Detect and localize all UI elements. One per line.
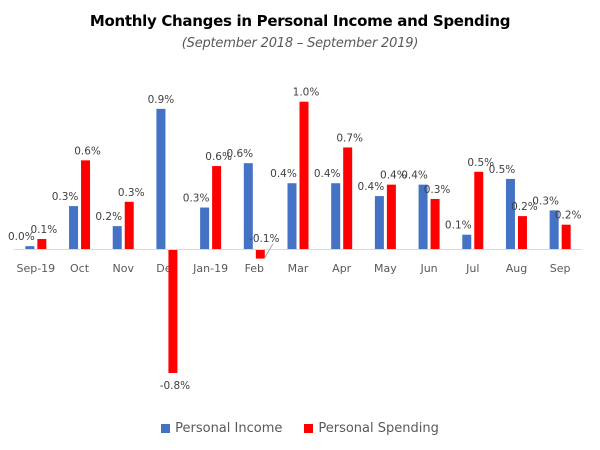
legend-swatch-personal-spending xyxy=(304,424,314,433)
spending-bar xyxy=(343,147,353,249)
x-tick-label: Apr xyxy=(332,262,352,275)
spending-data-label: 0.3% xyxy=(118,187,145,199)
income-bar xyxy=(462,234,472,249)
spending-bar xyxy=(430,198,440,249)
spending-data-label: 0.3% xyxy=(424,184,451,196)
spending-bar xyxy=(474,171,484,249)
x-tick-label: Sep xyxy=(550,262,571,275)
x-tick-label: Sep-19 xyxy=(16,262,55,275)
income-data-label: 0.4% xyxy=(358,181,385,193)
income-data-label: 0.3% xyxy=(183,193,210,205)
x-tick-label: Oct xyxy=(70,262,90,275)
spending-bar xyxy=(299,101,309,250)
chart-subtitle: (September 2018 – September 2019) xyxy=(181,36,419,51)
income-bar xyxy=(112,226,122,249)
income-bar xyxy=(374,196,384,249)
spending-bar xyxy=(37,238,47,249)
income-data-label: 0.6% xyxy=(226,148,253,160)
income-data-label: 0.3% xyxy=(52,191,79,203)
income-bar xyxy=(418,184,428,249)
income-data-label: 0.0% xyxy=(8,231,35,243)
income-bar xyxy=(156,108,166,249)
spending-data-label: 1.0% xyxy=(293,87,320,99)
chart-title: Monthly Changes in Personal Income and S… xyxy=(89,12,511,30)
spending-data-label: 0.1% xyxy=(31,224,58,236)
x-tick-label: Jul xyxy=(465,262,479,275)
legend-swatch-personal-income xyxy=(161,424,171,433)
leader-line xyxy=(264,243,274,258)
spending-bar xyxy=(212,166,222,249)
spending-data-label: 0.2% xyxy=(555,210,582,222)
spending-bar xyxy=(561,224,571,249)
income-bar xyxy=(331,183,341,249)
spending-data-label: 0.4% xyxy=(380,170,407,182)
legend: Personal Income Personal Spending xyxy=(0,421,600,436)
spending-data-label: 0.7% xyxy=(336,132,363,144)
spending-data-label: 0.2% xyxy=(511,201,538,213)
spending-data-label: 0.6% xyxy=(74,145,101,157)
x-tick-label: Aug xyxy=(506,262,527,275)
income-data-label: 0.3% xyxy=(532,195,559,207)
income-data-label: 0.2% xyxy=(95,211,122,223)
income-bar xyxy=(69,206,79,249)
income-data-label: 0.1% xyxy=(445,220,472,232)
x-tick-label: Nov xyxy=(112,262,134,275)
x-tick-label: Jun xyxy=(419,262,437,275)
income-data-label: 0.4% xyxy=(270,168,297,180)
income-bar xyxy=(549,210,559,249)
spending-data-label: -0.8% xyxy=(160,380,190,392)
income-data-label: 0.9% xyxy=(148,94,175,106)
legend-item-personal-income: Personal Income xyxy=(161,421,282,436)
income-bar xyxy=(25,246,35,249)
income-data-label: 0.4% xyxy=(401,170,428,182)
income-bar xyxy=(243,163,253,249)
legend-item-personal-spending: Personal Spending xyxy=(304,421,439,436)
x-tick-label: Feb xyxy=(245,262,264,275)
income-bar xyxy=(200,207,210,249)
x-tick-label: May xyxy=(374,262,397,275)
spending-data-label: -0.1% xyxy=(249,233,279,245)
x-tick-label: Mar xyxy=(288,262,309,275)
x-tick-label: Jan-19 xyxy=(192,262,228,275)
spending-data-label: 0.5% xyxy=(467,157,494,169)
legend-label-personal-spending: Personal Spending xyxy=(318,421,439,436)
spending-bar xyxy=(81,160,91,249)
spending-bar xyxy=(255,250,265,259)
spending-bar xyxy=(168,250,178,373)
income-data-label: 0.5% xyxy=(489,164,516,176)
spending-data-label: 0.6% xyxy=(205,151,232,163)
legend-label-personal-income: Personal Income xyxy=(175,421,283,436)
spending-bar xyxy=(124,201,134,249)
spending-bar xyxy=(386,184,396,249)
income-bar xyxy=(505,178,515,249)
income-bar xyxy=(287,183,297,249)
spending-bar xyxy=(517,216,527,249)
income-data-label: 0.4% xyxy=(314,168,341,180)
